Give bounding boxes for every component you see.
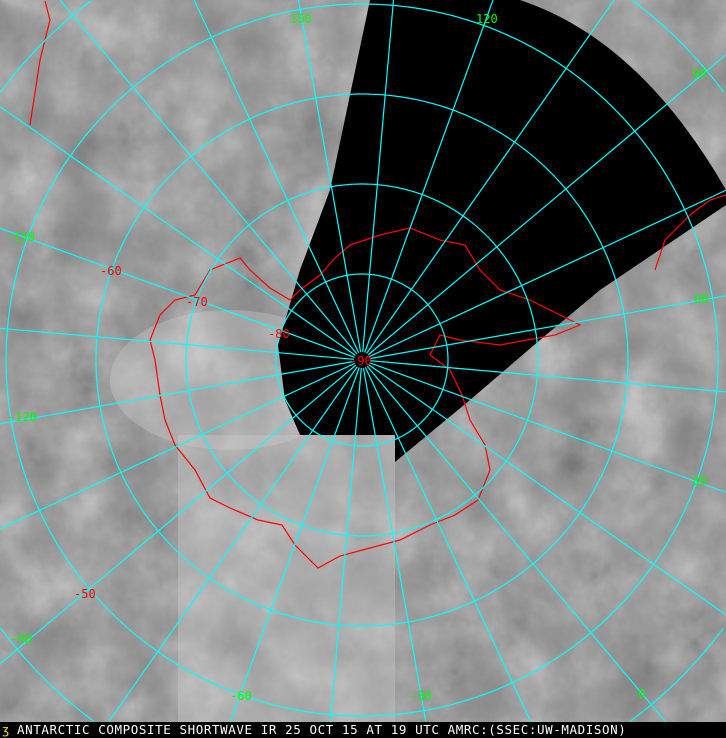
meridian-line [0,327,355,360]
meridian-line [297,0,362,353]
meridian-line [0,362,356,530]
polar-stereographic-map: 150 120 90 60 30 0 -30 -60 -90 -120 -150 -90 -80 -70 -… [0,0,726,722]
meridian-line [366,0,615,354]
latitude-label: -80 [268,327,290,341]
latitude-circle [0,0,725,722]
longitude-label: -90 [10,632,32,646]
meridian-line [366,365,667,722]
meridian-line [364,0,494,353]
image-caption: ANTARCTIC COMPOSITE SHORTWAVE IR 25 OCT … [0,722,726,738]
longitude-label: 60 [694,292,708,306]
meridian-line [369,360,726,393]
longitude-label: 90 [692,67,706,81]
graticule-labels: 150 120 90 60 30 0 -30 -60 -90 -120 -150 -90 -80 -70 -… [6,12,708,703]
meridian-line [364,366,532,722]
meridian-line [367,54,726,356]
meridian-line [0,106,356,356]
latitude-label: -70 [186,295,208,309]
meridian-line [108,366,358,722]
meridian-line [368,189,726,358]
bright-cloud-patch [178,435,395,722]
meridian-line [59,0,358,355]
longitude-label: -150 [6,230,35,244]
longitude-label: 150 [290,12,312,26]
meridian-line [362,0,395,353]
longitude-label: -60 [230,689,252,703]
latitude-label: -60 [100,264,122,278]
meridian-line [0,227,355,358]
longitude-label: 0 [638,687,645,701]
meridian-line [193,0,360,354]
latitude-circle [185,183,539,537]
meridian-line [0,360,355,425]
meridian-line [369,295,726,360]
latitude-circle [5,3,719,717]
logo-mark: ʒ [2,723,10,737]
graticule [0,0,726,722]
latitude-circle [275,273,449,447]
longitude-label: 30 [692,474,706,488]
meridian-line [368,364,726,616]
latitude-label: -90 [350,354,372,368]
meridian-line [329,367,362,722]
latitude-label: -50 [74,587,96,601]
longitude-label: 120 [476,12,498,26]
meridian-line [369,362,726,494]
meridian-line [229,367,360,722]
longitude-label: -30 [410,689,432,703]
meridian-line [362,367,427,722]
latitude-circle [95,93,629,627]
longitude-label: -120 [8,410,37,424]
antarctic-coastline [149,227,582,569]
meridian-line [0,364,357,665]
